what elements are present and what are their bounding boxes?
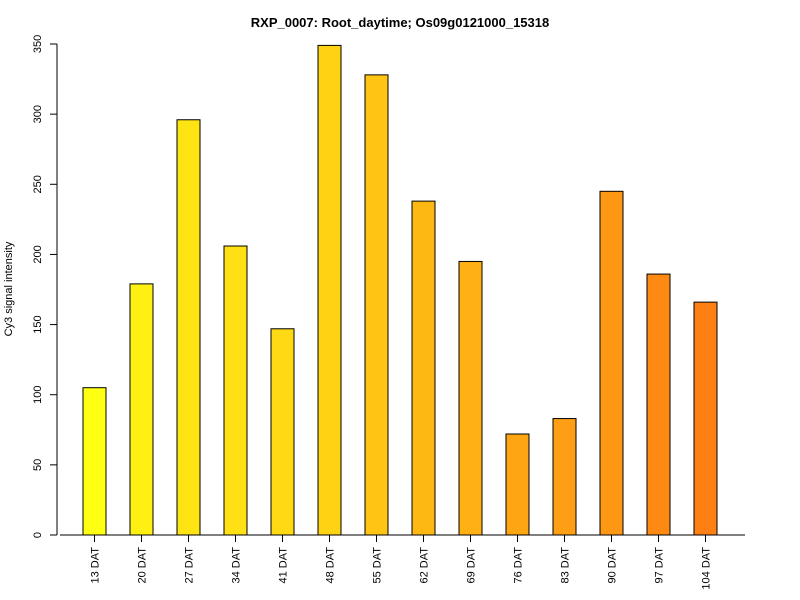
- x-tick-label: 20 DAT: [137, 547, 149, 584]
- bar: [176, 119, 201, 536]
- bar: [270, 328, 295, 536]
- bar: [599, 190, 624, 536]
- x-tick-label: 48 DAT: [325, 547, 337, 584]
- x-tick-label: 83 DAT: [560, 547, 572, 584]
- bar: [82, 387, 107, 536]
- bar: [129, 283, 154, 536]
- x-tick-label: 97 DAT: [654, 547, 666, 584]
- y-tick-label: 100: [32, 386, 44, 404]
- x-tick-label: 76 DAT: [513, 547, 525, 584]
- x-axis: [60, 534, 745, 542]
- bar: [646, 273, 671, 536]
- bar: [458, 260, 483, 536]
- x-tick-label: 13 DAT: [90, 547, 102, 584]
- bar: [411, 200, 436, 536]
- x-tick-label: 27 DAT: [184, 547, 196, 584]
- y-tick-label: 150: [32, 315, 44, 333]
- x-tick-labels: 13 DAT 20 DAT 27 DAT 34 DAT 41 DAT 48 DAT 55 D…: [90, 547, 713, 590]
- chart-title: RXP_0007: Root_daytime; Os09g0121000_153…: [251, 15, 549, 30]
- y-tick-label: 300: [32, 105, 44, 123]
- x-tick-label: 104 DAT: [701, 547, 713, 590]
- bar: [317, 44, 342, 536]
- y-tick-label: 250: [32, 175, 44, 193]
- x-tick-label: 41 DAT: [278, 547, 290, 584]
- x-tick-label: 55 DAT: [372, 547, 384, 584]
- y-tick-label: 200: [32, 245, 44, 263]
- x-tick-label: 69 DAT: [466, 547, 478, 584]
- y-tick-label: 350: [32, 35, 44, 53]
- bar: [693, 301, 718, 536]
- y-tick-label: 50: [32, 459, 44, 471]
- bar: [552, 418, 577, 536]
- bar: [364, 74, 389, 536]
- y-axis: 0 50 100 150 200 250 300 350: [32, 35, 58, 538]
- bar: [505, 433, 530, 536]
- y-axis-label: Cy3 signal intensity: [3, 241, 15, 336]
- x-tick-label: 90 DAT: [607, 547, 619, 584]
- y-tick-label: 0: [32, 532, 44, 538]
- bar: [223, 245, 248, 536]
- x-tick-label: 62 DAT: [419, 547, 431, 584]
- x-tick-label: 34 DAT: [231, 547, 243, 584]
- bars: [82, 44, 718, 536]
